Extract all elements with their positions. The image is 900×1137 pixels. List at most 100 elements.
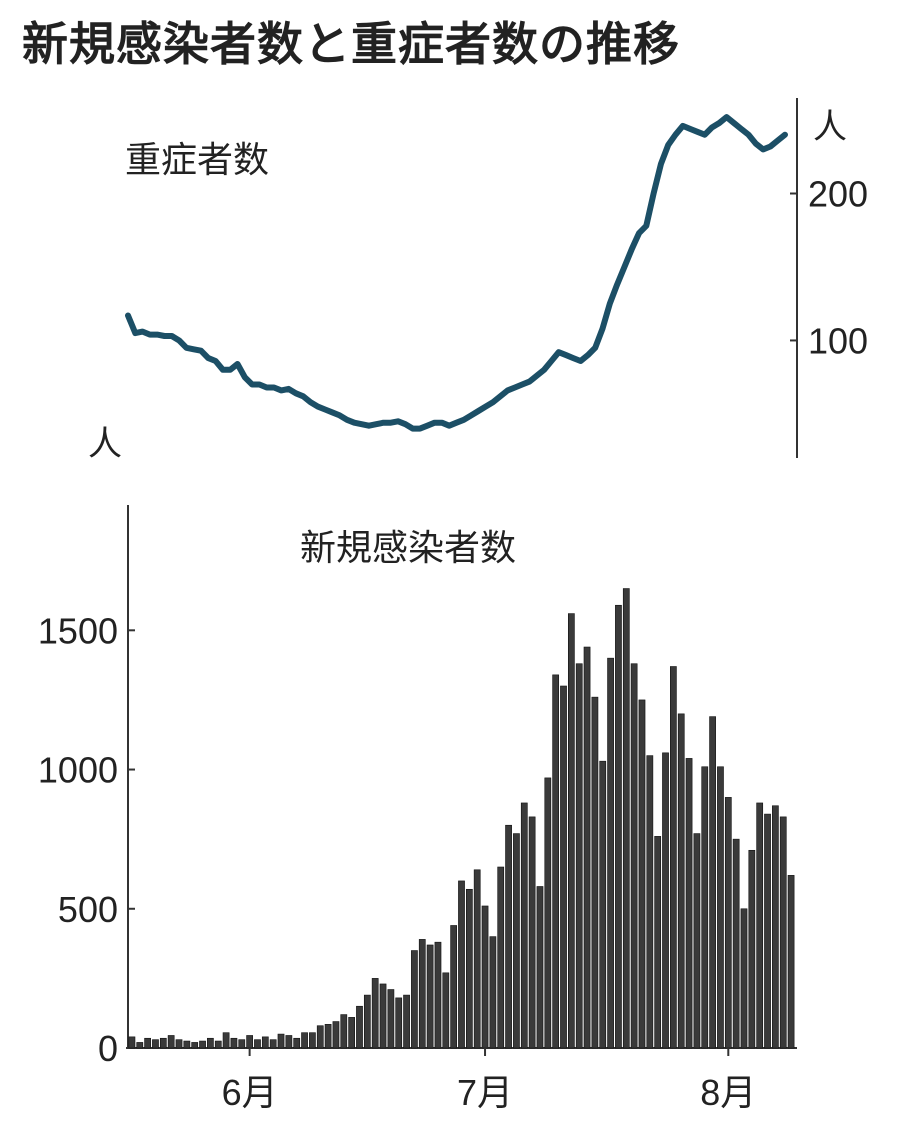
- bar: [348, 1017, 355, 1049]
- bar: [395, 997, 403, 1049]
- x-tick-label: 7月: [457, 1072, 513, 1113]
- bar: [465, 888, 473, 1049]
- bar: [591, 696, 599, 1049]
- bar: [764, 813, 771, 1049]
- bar: [670, 666, 677, 1049]
- bar: [544, 777, 552, 1049]
- bar: [709, 716, 716, 1049]
- bar: [183, 1040, 191, 1049]
- bar: [136, 1042, 144, 1049]
- bar: [418, 939, 426, 1049]
- bar: [269, 1039, 277, 1049]
- bar: [238, 1039, 246, 1049]
- bar: [426, 944, 434, 1049]
- bar: [332, 1021, 340, 1049]
- severe-cases-chart: 重症者数 人 100 200: [125, 98, 868, 458]
- bar: [175, 1039, 183, 1049]
- bar: [293, 1037, 301, 1049]
- bar: [654, 836, 662, 1049]
- bar: [356, 1005, 363, 1049]
- bar: [740, 908, 748, 1049]
- bar: [207, 1037, 214, 1049]
- bar: [411, 950, 418, 1049]
- bar: [615, 604, 622, 1049]
- bar: [152, 1039, 159, 1049]
- bar: [285, 1035, 293, 1049]
- bar: [724, 797, 732, 1049]
- bar: [583, 646, 591, 1049]
- bar: [450, 925, 458, 1049]
- bar: [159, 1037, 167, 1049]
- bar: [513, 833, 520, 1049]
- bar: [387, 989, 395, 1049]
- bar: [772, 805, 779, 1049]
- bar: [309, 1032, 316, 1049]
- bar: [536, 886, 544, 1049]
- bar: [434, 941, 442, 1049]
- x-tick-label: 6月: [222, 1072, 278, 1113]
- bar: [324, 1024, 332, 1049]
- bar: [646, 755, 654, 1049]
- bar: [199, 1040, 206, 1049]
- bar: [787, 875, 795, 1049]
- bar: [552, 674, 560, 1049]
- bar: [458, 880, 465, 1049]
- severe-y-tick-label: 100: [808, 320, 868, 361]
- bar: [246, 1035, 253, 1049]
- bar: [717, 766, 724, 1049]
- bar: [505, 824, 512, 1049]
- bar: [748, 849, 756, 1049]
- new-cases-chart: 人 新規感染者数 0 500 1000 1500 6月 7月 8月: [38, 425, 797, 1113]
- bar: [442, 972, 450, 1049]
- bar: [144, 1037, 151, 1049]
- new-cases-chart-label: 新規感染者数: [300, 527, 516, 568]
- bar: [481, 905, 489, 1049]
- bar: [222, 1032, 230, 1049]
- severe-series-line: [125, 114, 788, 432]
- new-cases-y-tick-label: 1500: [38, 610, 118, 651]
- bar: [489, 936, 497, 1049]
- bar: [167, 1035, 175, 1049]
- bar: [779, 816, 787, 1049]
- severe-chart-label: 重症者数: [125, 139, 269, 180]
- bar: [473, 869, 481, 1049]
- bar: [301, 1032, 308, 1049]
- bar: [520, 802, 528, 1049]
- bar: [497, 866, 505, 1049]
- bar: [732, 838, 740, 1049]
- severe-y-unit: 人: [813, 108, 847, 146]
- bar: [701, 766, 709, 1049]
- bar: [371, 978, 379, 1049]
- bar: [379, 983, 387, 1049]
- bar: [567, 613, 575, 1049]
- bar: [685, 758, 693, 1049]
- bar: [191, 1042, 199, 1049]
- bar: [277, 1033, 285, 1049]
- new-cases-y-unit: 人: [88, 425, 122, 463]
- bar: [230, 1037, 238, 1049]
- bar: [403, 994, 410, 1049]
- bar: [560, 685, 567, 1049]
- chart-title: 新規感染者数と重症者数の推移: [22, 17, 680, 71]
- new-cases-y-tick-label: 0: [98, 1028, 118, 1069]
- bar: [214, 1040, 222, 1049]
- bar: [575, 663, 583, 1049]
- bar: [316, 1025, 324, 1049]
- bar: [756, 802, 764, 1049]
- bar: [630, 663, 638, 1049]
- bar: [128, 1036, 136, 1049]
- x-tick-label: 8月: [700, 1072, 756, 1113]
- bar: [599, 760, 607, 1049]
- new-cases-y-tick-label: 500: [58, 889, 118, 930]
- bar: [693, 833, 701, 1049]
- new-cases-y-tick-label: 1000: [38, 750, 118, 791]
- severe-y-tick-label: 200: [808, 174, 868, 215]
- bar: [638, 699, 646, 1049]
- bar: [607, 657, 614, 1049]
- bar: [622, 588, 630, 1049]
- bar: [677, 713, 685, 1049]
- bar: [662, 752, 669, 1049]
- bar: [528, 816, 536, 1049]
- bar: [261, 1036, 269, 1049]
